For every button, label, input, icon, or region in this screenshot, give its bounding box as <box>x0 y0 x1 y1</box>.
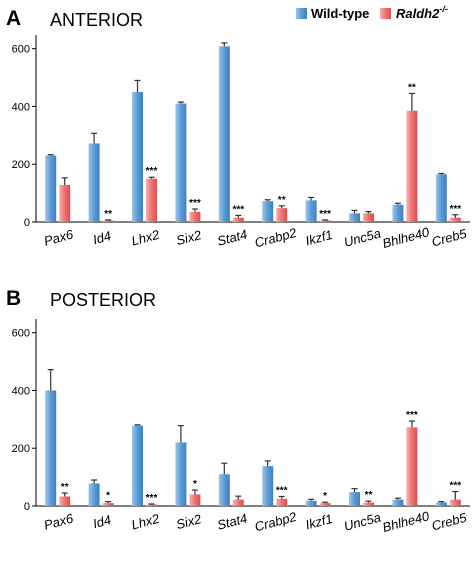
anterior-bar-mutant <box>276 208 288 222</box>
anterior-category-label: Creb5 <box>430 226 469 250</box>
anterior-bar-mutant <box>363 213 374 222</box>
posterior-significance-label: * <box>323 491 327 502</box>
posterior-ytick-label: 600 <box>12 328 30 340</box>
anterior-ytick-label: 0 <box>24 217 30 229</box>
posterior-bar-mutant <box>59 496 71 506</box>
panel-a-title: ANTERIOR <box>50 10 143 30</box>
anterior-category-label: Stat4 <box>216 226 249 248</box>
posterior-category-label: Creb5 <box>430 510 469 534</box>
panel-a-letter: A <box>6 7 21 30</box>
posterior-bar-wildtype <box>262 466 274 506</box>
anterior-bar-wildtype <box>305 200 317 222</box>
posterior-bar-wildtype <box>392 499 404 506</box>
anterior-bar-wildtype <box>88 143 100 222</box>
posterior-significance-label: *** <box>276 485 288 496</box>
posterior-bar-mutant <box>102 503 114 506</box>
legend-label-mutant: Raldh2-/- <box>396 4 448 21</box>
posterior-bar-wildtype <box>218 474 230 506</box>
legend-label-wildtype: Wild-type <box>311 6 369 21</box>
anterior-category-label: Ikzf1 <box>304 227 334 249</box>
posterior-bar-wildtype <box>88 483 100 506</box>
posterior-bar-mutant <box>276 498 288 506</box>
posterior-bar-wildtype <box>132 425 143 506</box>
posterior-category-label: Pax6 <box>42 510 75 532</box>
legend-swatch-wildtype <box>296 8 307 19</box>
posterior-significance-label: ** <box>61 482 69 493</box>
anterior-bar-wildtype <box>392 204 404 222</box>
anterior-bar-mutant <box>232 217 244 222</box>
anterior-bar-wildtype <box>175 103 187 222</box>
anterior-chart: 0 200 400 600 Pax6 ** Id4 *** Lhx2 *** Six2 *** Stat… <box>12 35 470 251</box>
legend: Wild-type Raldh2-/- <box>296 4 448 21</box>
posterior-bar-mutant <box>406 427 418 506</box>
anterior-significance-label: *** <box>189 198 201 209</box>
posterior-bar-mutant <box>189 494 201 506</box>
anterior-bar-wildtype <box>45 155 57 222</box>
posterior-bar-wildtype <box>349 492 360 506</box>
posterior-significance-label: * <box>106 491 110 502</box>
posterior-bar-mutant <box>232 499 244 506</box>
legend-swatch-mutant <box>380 8 391 19</box>
posterior-ytick-label: 400 <box>12 385 30 397</box>
anterior-significance-label: *** <box>232 204 244 215</box>
anterior-category-label: Lhx2 <box>130 227 162 249</box>
posterior-category-label: Bhlhe40 <box>381 508 432 535</box>
posterior-bar-wildtype <box>305 500 317 506</box>
anterior-bar-wildtype <box>349 213 360 222</box>
anterior-ytick-label: 400 <box>12 101 30 113</box>
anterior-significance-label: ** <box>408 82 416 93</box>
anterior-ytick-label: 600 <box>12 44 30 56</box>
anterior-significance-label: ** <box>104 209 112 220</box>
posterior-bar-wildtype <box>175 442 187 506</box>
anterior-bar-mutant <box>59 185 71 222</box>
anterior-bar-wildtype <box>132 92 143 222</box>
posterior-bar-mutant <box>319 503 331 506</box>
anterior-bar-mutant <box>319 220 331 222</box>
posterior-category-label: Six2 <box>175 511 204 532</box>
anterior-bar-wildtype <box>435 174 447 222</box>
anterior-category-label: Six2 <box>175 227 204 248</box>
anterior-significance-label: *** <box>146 166 158 177</box>
anterior-bar-mutant <box>102 220 114 222</box>
anterior-ytick-label: 200 <box>12 159 30 171</box>
posterior-category-label: Unc5a <box>342 510 382 534</box>
panel-b-title: POSTERIOR <box>50 290 156 310</box>
posterior-significance-label: *** <box>406 410 418 421</box>
anterior-category-label: Pax6 <box>42 226 75 248</box>
posterior-bar-wildtype <box>435 502 447 506</box>
posterior-significance-label: ** <box>365 490 373 501</box>
anterior-category-label: Crabp2 <box>253 225 299 251</box>
panel-b-letter: B <box>6 287 21 310</box>
posterior-category-label: Id4 <box>91 512 112 531</box>
anterior-bar-mutant <box>406 110 418 222</box>
anterior-category-label: Bhlhe40 <box>381 224 432 251</box>
posterior-category-label: Crabp2 <box>253 509 299 535</box>
posterior-bar-mutant <box>449 499 461 506</box>
posterior-significance-label: *** <box>449 481 461 492</box>
posterior-significance-label: * <box>193 479 197 490</box>
anterior-bar-wildtype <box>262 201 274 222</box>
posterior-ytick-label: 0 <box>24 501 30 513</box>
posterior-bar-mutant <box>363 502 374 506</box>
posterior-bar-wildtype <box>45 390 57 506</box>
posterior-bar-mutant <box>146 504 157 506</box>
posterior-significance-label: *** <box>146 493 158 504</box>
anterior-bar-wildtype <box>218 46 230 222</box>
anterior-bar-mutant <box>189 211 201 222</box>
anterior-significance-label: *** <box>449 204 461 215</box>
anterior-category-label: Id4 <box>91 228 112 247</box>
anterior-bar-mutant <box>449 217 461 222</box>
anterior-significance-label: *** <box>319 209 331 220</box>
posterior-category-label: Stat4 <box>216 510 249 532</box>
posterior-ytick-label: 200 <box>12 443 30 455</box>
posterior-category-label: Lhx2 <box>130 511 162 533</box>
anterior-significance-label: ** <box>278 195 286 206</box>
posterior-category-label: Ikzf1 <box>304 511 334 533</box>
anterior-bar-mutant <box>146 178 157 222</box>
anterior-category-label: Unc5a <box>342 226 382 250</box>
